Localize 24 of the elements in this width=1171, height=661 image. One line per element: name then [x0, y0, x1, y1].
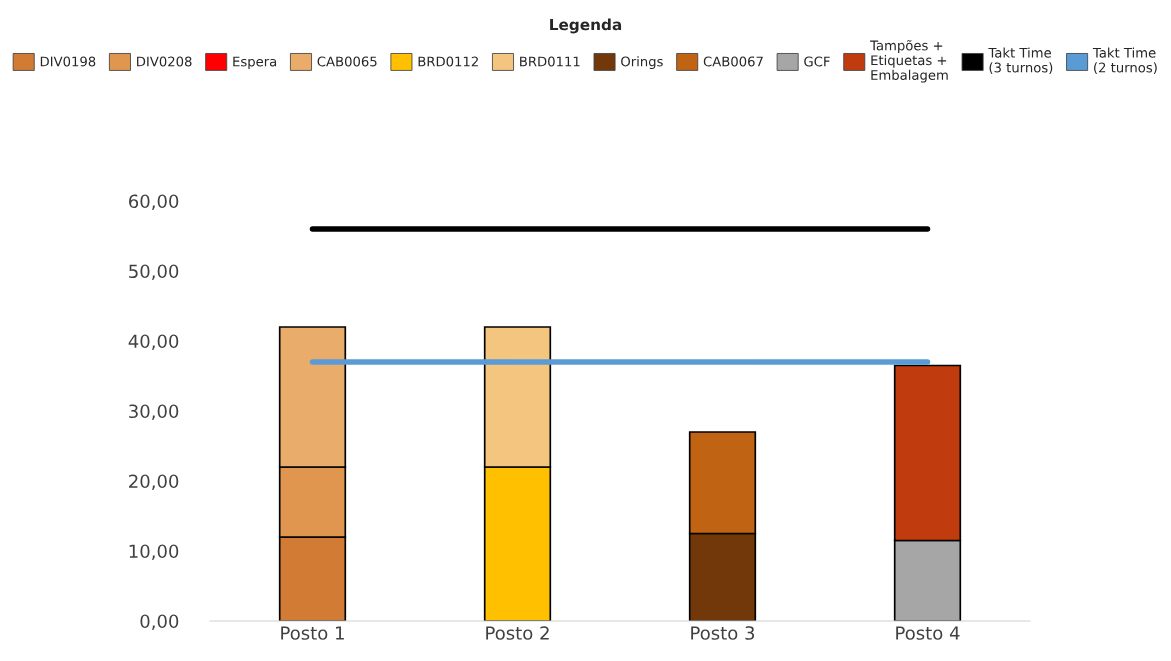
- legend-title: Legenda: [550, 18, 622, 34]
- y-tick-label: 30,00: [129, 404, 179, 420]
- y-tick-label: 60,00: [129, 194, 179, 210]
- x-tick-label: Posto 1: [281, 626, 344, 640]
- legend-label: CAB0065: [317, 56, 377, 67]
- legend-label: Espera: [233, 56, 277, 70]
- x-tick-label: Posto 3: [691, 626, 755, 640]
- y-tick-label: 0,00: [140, 614, 179, 630]
- legend-label: DIV0198: [40, 56, 96, 67]
- y-tick-label: 10,00: [129, 544, 179, 560]
- legend-label: Takt Time (3 turnos): [988, 47, 1053, 75]
- legend-label: Orings: [621, 56, 663, 70]
- legend-label: Tampões + Etiquetas + Embalagem: [870, 39, 948, 83]
- legend-label: GCF: [804, 56, 830, 67]
- legend-label: BRD0111: [520, 56, 580, 67]
- legend-label: DIV0208: [137, 56, 192, 67]
- x-tick-label: Posto 2: [486, 626, 549, 640]
- y-tick-label: 20,00: [129, 474, 179, 490]
- legend-label: Takt Time (2 turnos): [1092, 47, 1157, 75]
- legend-label: BRD0112: [418, 56, 478, 67]
- y-tick-label: 50,00: [129, 264, 179, 280]
- legend-label: CAB0067: [703, 56, 763, 67]
- x-tick-label: Posto 4: [896, 626, 960, 640]
- y-tick-label: 40,00: [128, 334, 179, 350]
